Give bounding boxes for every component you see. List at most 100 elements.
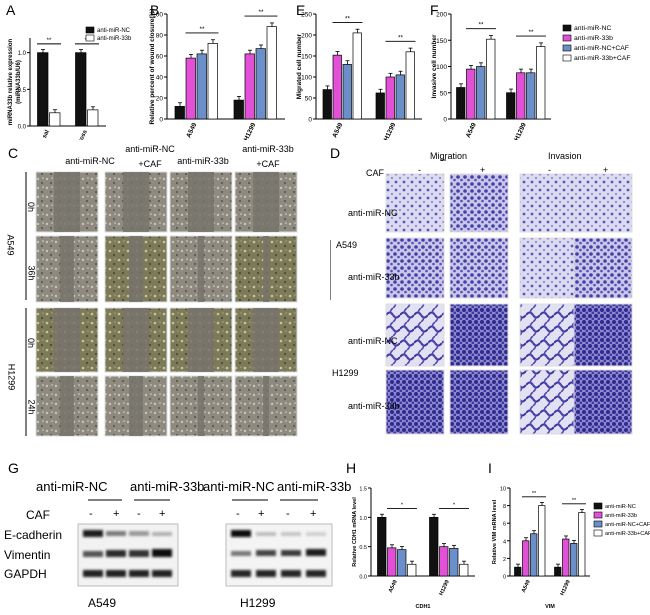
panel-g-group-3: anti-miR-NC [203, 479, 275, 494]
bar [506, 92, 516, 120]
bar [439, 546, 449, 577]
chart-a: 0.0 0.5 1.0 miRNA33b relative expression (mi… [8, 26, 132, 140]
transwell-image [385, 173, 445, 233]
panel-d-row-2: anti-miR-33b [348, 272, 400, 282]
wound-gap [54, 308, 80, 372]
sig-marker: * [453, 503, 456, 509]
y-tick-label: 0 [308, 117, 312, 124]
band [306, 549, 326, 556]
band [152, 532, 172, 536]
panel-g-blot [77, 499, 333, 587]
bar [37, 52, 49, 127]
y-tick-label: 40 [156, 75, 164, 82]
category-label: H1299 [383, 122, 398, 140]
transwell-image [385, 237, 445, 299]
y-tick-label: 0 [503, 575, 506, 581]
panel-label-c: C [8, 145, 19, 161]
band [231, 530, 251, 537]
legend-label: anti-miR-33b [97, 36, 132, 42]
panel-label-g: G [8, 460, 19, 476]
band [106, 550, 126, 557]
bar [266, 26, 277, 120]
transwell-image [449, 173, 509, 233]
legend-swatch [85, 34, 95, 42]
y-tick-label: 0.0 [359, 575, 367, 581]
y-tick-label: 10 [500, 487, 506, 493]
wound-gap [123, 308, 149, 372]
panel-d-row-1: anti-miR-NC [348, 208, 398, 218]
y-tick-label: 0 [159, 117, 163, 124]
category-label: A549 [521, 579, 532, 593]
bar [377, 516, 387, 577]
wound-gap [54, 172, 80, 232]
legend-swatch [593, 520, 603, 528]
bar [233, 99, 244, 120]
panel-d-header-migration: Migration [430, 151, 468, 161]
legend-label: anti-miR-33b+CAF [605, 531, 650, 537]
band [256, 532, 276, 536]
panel-g-sign-h-3: - [286, 508, 290, 520]
panel-label-f: F [430, 2, 439, 18]
band [83, 570, 103, 577]
category-label: H1299 [513, 122, 528, 140]
transwell-image [449, 237, 509, 299]
category-label: ross [78, 129, 89, 140]
bar [322, 89, 332, 120]
bar [244, 53, 255, 120]
y-tick-label: 100 [436, 64, 447, 71]
transwell-image [519, 173, 579, 233]
bar [395, 74, 405, 120]
band [106, 531, 126, 536]
sig-marker: * [401, 503, 404, 509]
panel-label-e: E [296, 2, 306, 18]
panel-d-group-a549: A549 [336, 240, 358, 250]
y-tick-label: 0.5 [18, 88, 27, 94]
sig-marker: ** [199, 26, 205, 33]
transwell-image [519, 237, 579, 299]
wound-gap [253, 308, 279, 372]
y-tick-label: 20 [156, 96, 164, 103]
band [83, 530, 103, 537]
y-tick-label: 50 [440, 90, 448, 97]
y-axis-label: (miRNA33b/U6) [16, 60, 22, 104]
panel-g-group-2: anti-miR-33b [130, 479, 205, 494]
category-label: A549 [331, 122, 344, 139]
wound-gap [129, 376, 143, 436]
wound-gap [253, 172, 279, 232]
sig-marker: ** [398, 34, 404, 41]
bar [514, 566, 522, 577]
y-tick-label: 150 [436, 38, 447, 45]
panel-d-group-h1299: H1299 [332, 368, 359, 378]
panel-g-caf-label: CAF [26, 508, 50, 522]
panel-c-col-header-3: anti-miR-33b [177, 156, 229, 166]
legend-label: anti-miR-NC+CAF [574, 45, 629, 52]
transwell-image [385, 369, 445, 435]
bar [536, 46, 546, 120]
panel-g-sign-a-4: + [159, 508, 166, 520]
category-label: H1299 [439, 579, 451, 596]
panel-g-row-ecadherin: E-cadherin [4, 528, 63, 542]
bar [342, 64, 352, 120]
y-axis-label: Migrated cell number [296, 33, 303, 99]
band [129, 550, 149, 557]
wound-gap [263, 236, 269, 302]
wound-gap [198, 236, 204, 302]
panel-label-i: I [488, 460, 492, 476]
y-tick-label: 100 [152, 12, 163, 19]
band [281, 550, 301, 556]
band [306, 532, 326, 536]
bar [352, 32, 362, 120]
panel-g-sign-h-2: + [258, 508, 265, 520]
transwell-image [385, 303, 445, 367]
bar [397, 549, 407, 577]
transwell-image [519, 369, 579, 435]
y-axis-label: Invasive cell number [431, 34, 438, 98]
x-axis-label: CDH1 [416, 604, 431, 610]
bar [449, 548, 459, 577]
chart-f: 0 50 100 150 200 Invasive cell number A549 ** H1… [431, 12, 630, 141]
band [152, 549, 172, 557]
y-tick-label: 1.0 [359, 516, 367, 522]
category-label: sal [42, 129, 51, 139]
bar [476, 66, 486, 120]
band [129, 570, 149, 577]
